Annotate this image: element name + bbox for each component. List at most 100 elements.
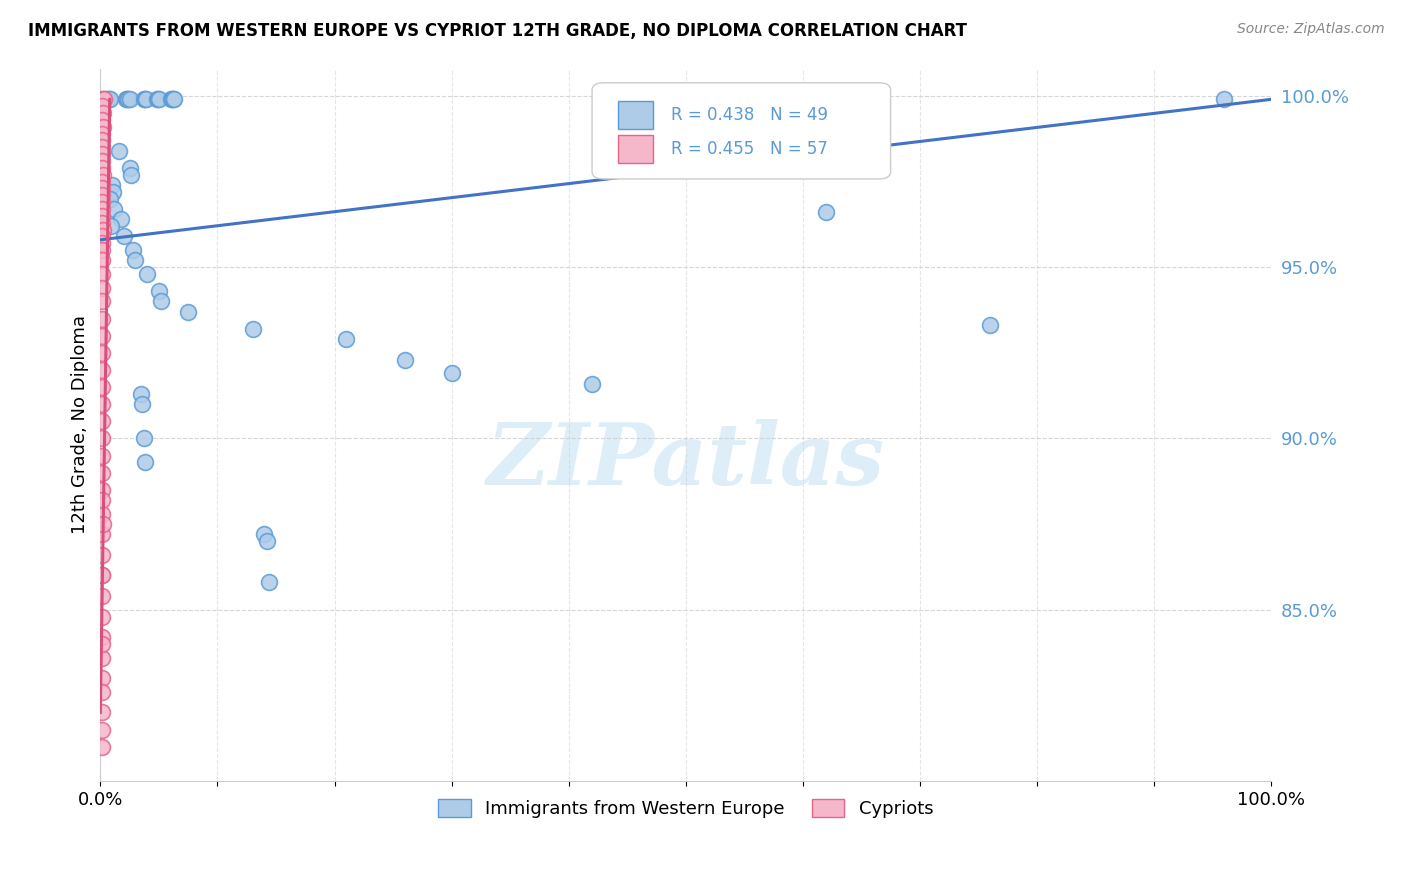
Point — [90, 311, 112, 326]
Point — [815, 205, 838, 219]
Point — [90, 161, 112, 175]
Point — [90, 267, 112, 281]
Point — [131, 397, 153, 411]
Point — [90, 209, 112, 223]
Point — [162, 92, 184, 106]
Point — [90, 650, 112, 665]
Point — [90, 181, 112, 195]
Point — [136, 267, 159, 281]
Point — [90, 706, 112, 720]
Point — [112, 229, 135, 244]
Point — [394, 352, 416, 367]
Point — [90, 92, 112, 106]
Point — [90, 483, 112, 497]
Point — [90, 153, 112, 168]
Point — [440, 367, 463, 381]
Point — [90, 140, 112, 154]
Point — [124, 253, 146, 268]
Point — [150, 294, 173, 309]
Text: ZIPatlas: ZIPatlas — [486, 418, 884, 502]
Point — [163, 92, 186, 106]
Point — [90, 637, 112, 651]
Point — [979, 318, 1001, 333]
Point — [335, 332, 357, 346]
FancyBboxPatch shape — [592, 83, 890, 179]
Point — [148, 92, 170, 106]
Point — [90, 493, 112, 508]
Point — [90, 147, 112, 161]
Point — [134, 92, 156, 106]
Text: IMMIGRANTS FROM WESTERN EUROPE VS CYPRIOT 12TH GRADE, NO DIPLOMA CORRELATION CHA: IMMIGRANTS FROM WESTERN EUROPE VS CYPRIO… — [28, 22, 967, 40]
Point — [90, 216, 112, 230]
Point — [101, 178, 124, 192]
Point — [90, 568, 112, 582]
Point — [90, 175, 112, 189]
Point — [90, 195, 112, 210]
Point — [242, 322, 264, 336]
Point — [91, 222, 114, 236]
Point — [90, 346, 112, 360]
Point — [103, 202, 125, 216]
Point — [90, 739, 112, 754]
Text: Source: ZipAtlas.com: Source: ZipAtlas.com — [1237, 22, 1385, 37]
Point — [90, 609, 112, 624]
Point — [90, 229, 112, 244]
Point — [256, 534, 278, 549]
Point — [134, 455, 156, 469]
Point — [90, 507, 112, 521]
Point — [122, 243, 145, 257]
Point — [90, 589, 112, 603]
Point — [98, 192, 121, 206]
Point — [90, 449, 112, 463]
Point — [90, 380, 112, 394]
Point — [90, 99, 112, 113]
Point — [145, 92, 167, 106]
Point — [90, 236, 112, 251]
Point — [90, 723, 112, 737]
Point — [1213, 92, 1236, 106]
Point — [90, 527, 112, 541]
Point — [90, 671, 112, 685]
Point — [90, 202, 112, 216]
Text: R = 0.438   N = 49: R = 0.438 N = 49 — [671, 106, 828, 124]
Point — [90, 294, 112, 309]
Point — [91, 168, 114, 182]
Point — [90, 363, 112, 377]
Y-axis label: 12th Grade, No Diploma: 12th Grade, No Diploma — [72, 315, 89, 534]
Point — [135, 92, 157, 106]
Point — [132, 92, 155, 106]
Point — [90, 466, 112, 480]
Point — [91, 92, 114, 106]
Point — [96, 92, 118, 106]
Point — [117, 92, 139, 106]
Point — [91, 517, 114, 532]
Point — [159, 92, 181, 106]
Point — [90, 127, 112, 141]
Point — [120, 168, 142, 182]
Point — [91, 120, 114, 134]
Point — [108, 144, 131, 158]
Point — [90, 432, 112, 446]
Point — [100, 219, 122, 233]
Point — [90, 397, 112, 411]
Point — [110, 212, 132, 227]
Point — [96, 92, 118, 106]
Legend: Immigrants from Western Europe, Cypriots: Immigrants from Western Europe, Cypriots — [432, 791, 941, 825]
Point — [581, 376, 603, 391]
FancyBboxPatch shape — [617, 135, 652, 163]
Point — [115, 92, 138, 106]
Point — [90, 243, 112, 257]
Point — [90, 568, 112, 582]
Point — [97, 92, 120, 106]
Text: R = 0.455   N = 57: R = 0.455 N = 57 — [671, 140, 827, 158]
Point — [90, 548, 112, 562]
Point — [90, 328, 112, 343]
FancyBboxPatch shape — [617, 101, 652, 129]
Point — [93, 92, 115, 106]
Point — [90, 281, 112, 295]
Point — [90, 133, 112, 147]
Point — [148, 284, 170, 298]
Point — [131, 387, 153, 401]
Point — [117, 92, 139, 106]
Point — [253, 527, 276, 541]
